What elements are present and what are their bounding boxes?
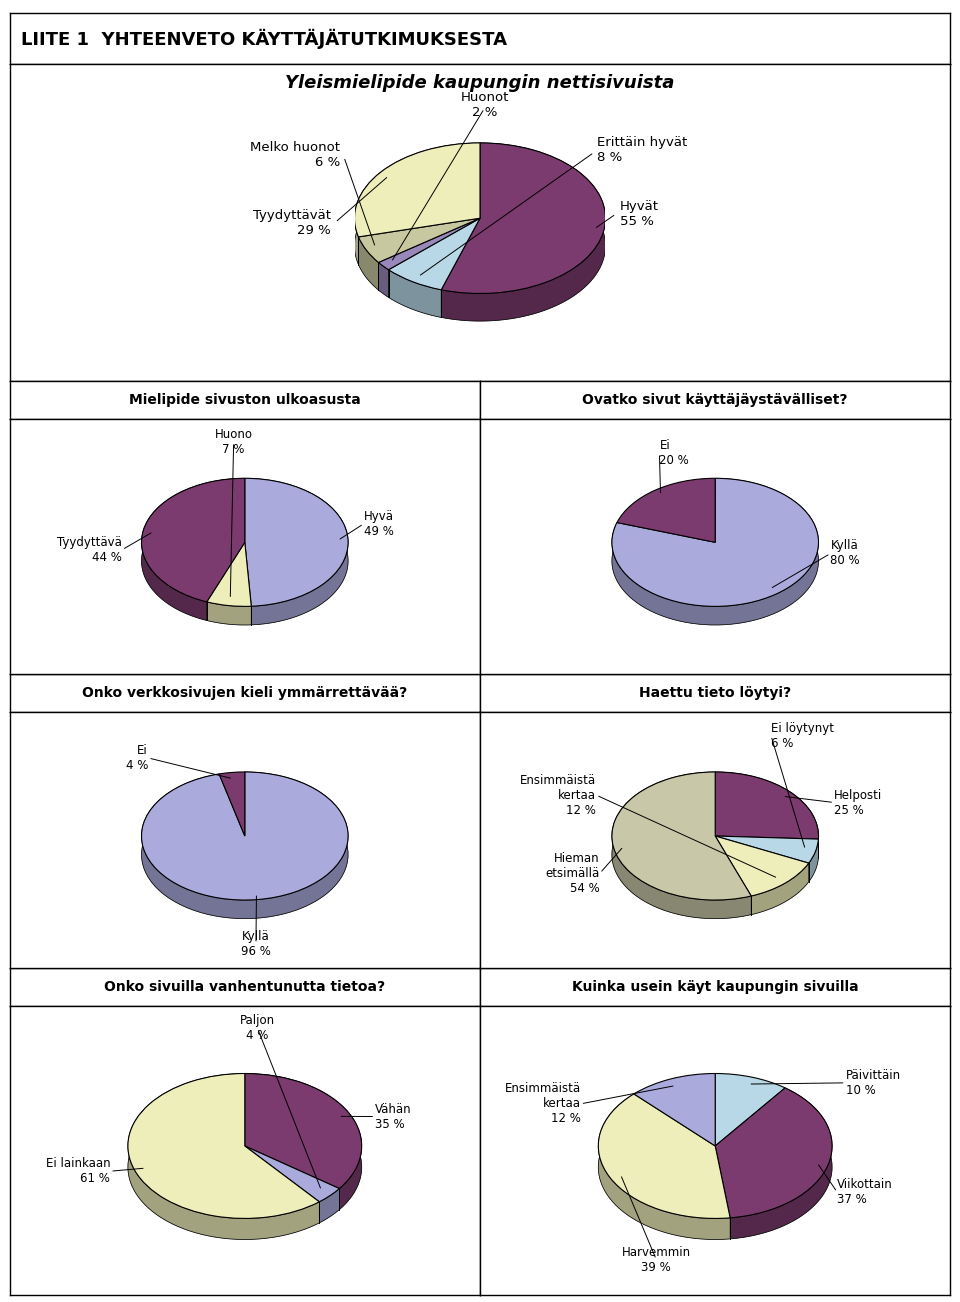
Text: Yleismielipide kaupungin nettisivuista: Yleismielipide kaupungin nettisivuista — [285, 74, 675, 91]
Text: Onko verkkosivujen kieli ymmärrettävää?: Onko verkkosivujen kieli ymmärrettävää? — [83, 686, 407, 700]
Text: Mielipide sivuston ulkoasusta: Mielipide sivuston ulkoasusta — [129, 393, 361, 406]
Text: Onko sivuilla vanhentunutta tietoa?: Onko sivuilla vanhentunutta tietoa? — [105, 980, 385, 993]
Text: Kuinka usein käyt kaupungin sivuilla: Kuinka usein käyt kaupungin sivuilla — [572, 980, 858, 993]
Text: Haettu tieto löytyi?: Haettu tieto löytyi? — [639, 686, 791, 700]
Text: Ovatko sivut käyttäjäystävälliset?: Ovatko sivut käyttäjäystävälliset? — [583, 393, 848, 406]
Text: LIITE 1  YHTEENVETO KÄYTTÄJÄTUTKIMUKSESTA: LIITE 1 YHTEENVETO KÄYTTÄJÄTUTKIMUKSESTA — [21, 29, 507, 48]
